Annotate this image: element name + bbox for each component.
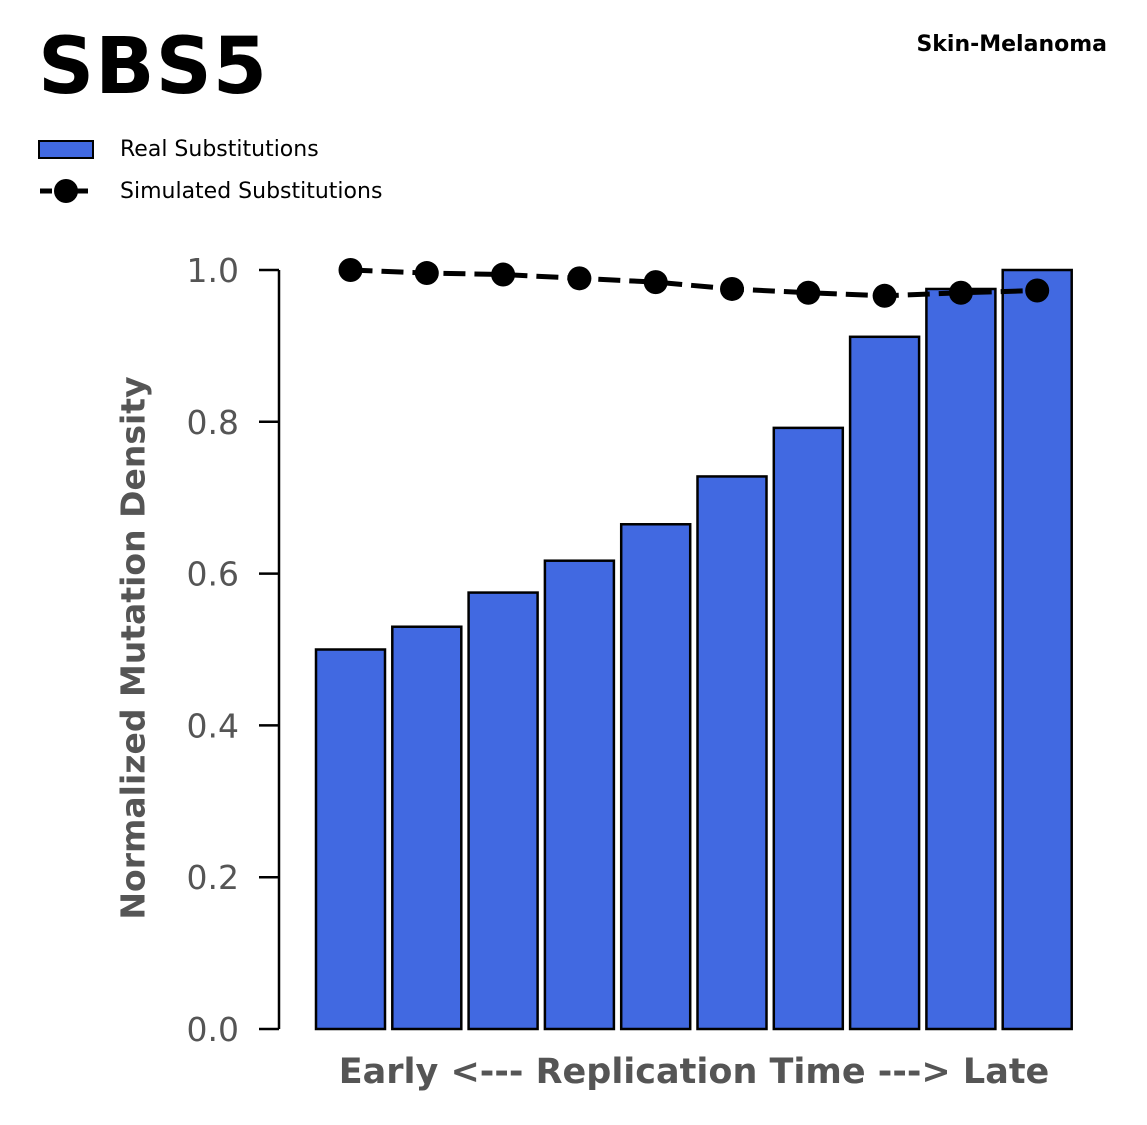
simulated-point bbox=[338, 258, 363, 282]
bar bbox=[848, 335, 921, 1031]
chart-title: SBS5 bbox=[38, 22, 269, 112]
y-tick-label: 0.2 bbox=[187, 858, 239, 897]
simulated-point bbox=[1025, 278, 1050, 303]
bar bbox=[619, 523, 692, 1031]
simulated-point bbox=[567, 266, 592, 291]
legend-line-swatch bbox=[40, 179, 92, 203]
y-tick-label: 0.6 bbox=[187, 555, 239, 594]
legend-item-simulated: Simulated Substitutions bbox=[38, 170, 382, 212]
y-tick-label: 0.4 bbox=[187, 706, 239, 745]
simulated-point bbox=[872, 283, 897, 308]
simulated-point bbox=[948, 280, 973, 305]
simulated-line bbox=[350, 267, 1038, 299]
bar bbox=[314, 648, 387, 1031]
bar bbox=[772, 426, 845, 1031]
y-tick-label: 0.0 bbox=[187, 1010, 239, 1049]
simulated-point bbox=[720, 276, 744, 301]
simulated-point bbox=[796, 280, 821, 305]
x-axis-label: Early <--- Replication Time ---> Late bbox=[338, 1052, 1050, 1092]
bar bbox=[467, 591, 539, 1031]
y-tick-label: 0.8 bbox=[187, 403, 239, 442]
chart-subtitle: Skin-Melanoma bbox=[916, 32, 1107, 57]
simulated-point bbox=[643, 270, 668, 295]
simulated-point bbox=[491, 262, 516, 287]
bar bbox=[543, 559, 616, 1031]
bar bbox=[1001, 268, 1073, 1031]
y-tick-label: 1.0 bbox=[187, 251, 239, 290]
bar bbox=[391, 625, 463, 1031]
bar bbox=[696, 475, 768, 1031]
simulated-point bbox=[414, 261, 439, 286]
legend-label-simulated: Simulated Substitutions bbox=[120, 178, 383, 204]
legend-bar-swatch bbox=[38, 139, 94, 159]
legend: Real Substitutions Simulated Substitutio… bbox=[38, 128, 382, 212]
legend-label-real: Real Substitutions bbox=[120, 136, 319, 162]
legend-item-real: Real Substitutions bbox=[38, 128, 382, 170]
bar bbox=[925, 287, 997, 1031]
